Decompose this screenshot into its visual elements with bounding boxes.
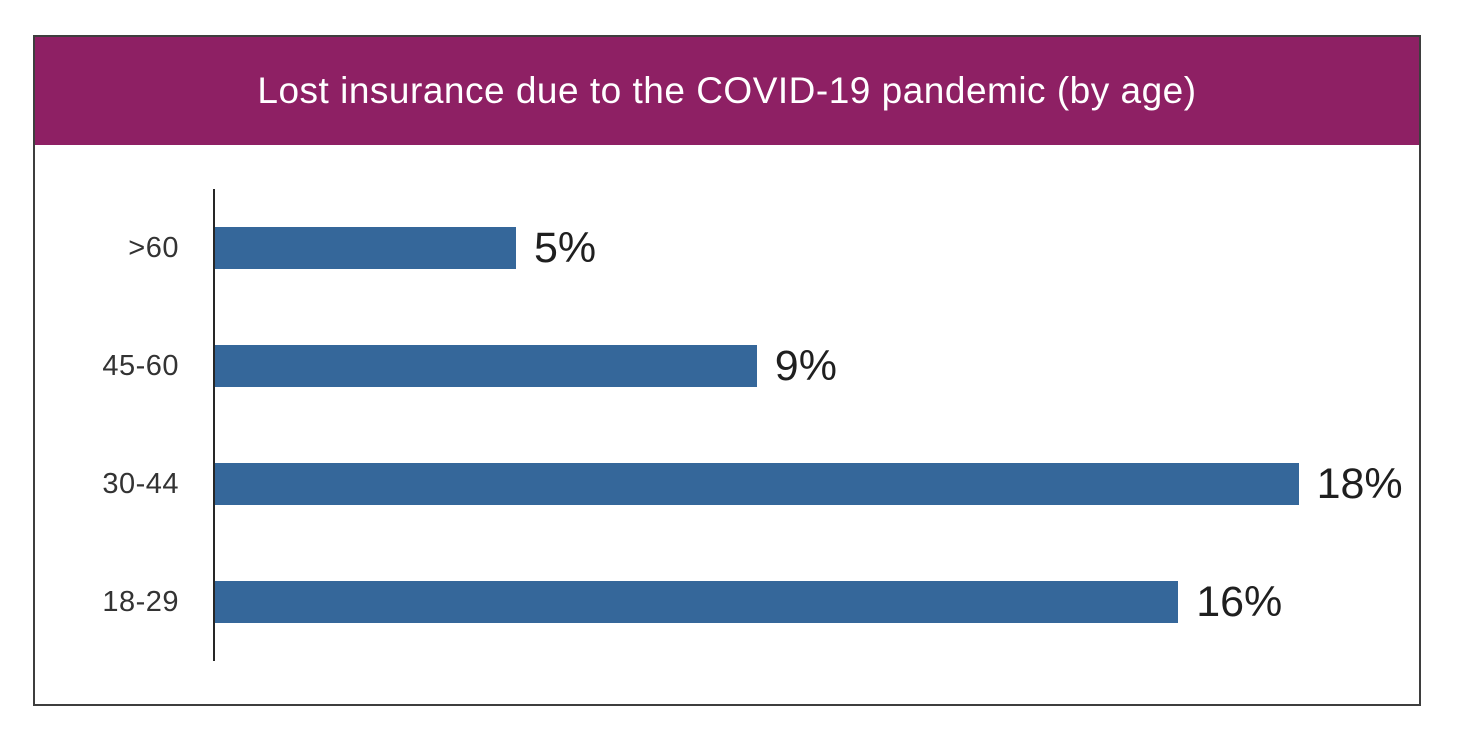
value-label: 5% [534, 223, 597, 272]
bar [215, 463, 1299, 505]
chart-frame: Lost insurance due to the COVID-19 pande… [33, 35, 1421, 706]
plot-area: >60 5% 45-60 9% 30-44 18% 18-29 16% [35, 189, 1419, 661]
bar-row: 45-60 9% [35, 307, 1419, 425]
value-label: 16% [1196, 577, 1283, 626]
bar-area: 16% [213, 543, 1419, 661]
value-label: 18% [1316, 459, 1403, 508]
bar-row: 30-44 18% [35, 425, 1419, 543]
bar-area: 18% [213, 425, 1419, 543]
bar-row: 18-29 16% [35, 543, 1419, 661]
bar-area: 5% [213, 189, 1419, 307]
bar-area: 9% [213, 307, 1419, 425]
value-label: 9% [774, 341, 837, 390]
category-label: >60 [128, 231, 179, 264]
bar [215, 581, 1179, 623]
category-label: 18-29 [102, 585, 179, 618]
bar [215, 227, 516, 269]
chart-title-banner: Lost insurance due to the COVID-19 pande… [35, 37, 1419, 145]
category-label: 30-44 [102, 467, 179, 500]
bar [215, 345, 757, 387]
chart-title: Lost insurance due to the COVID-19 pande… [257, 70, 1197, 111]
bar-row: >60 5% [35, 189, 1419, 307]
category-label: 45-60 [102, 349, 179, 382]
